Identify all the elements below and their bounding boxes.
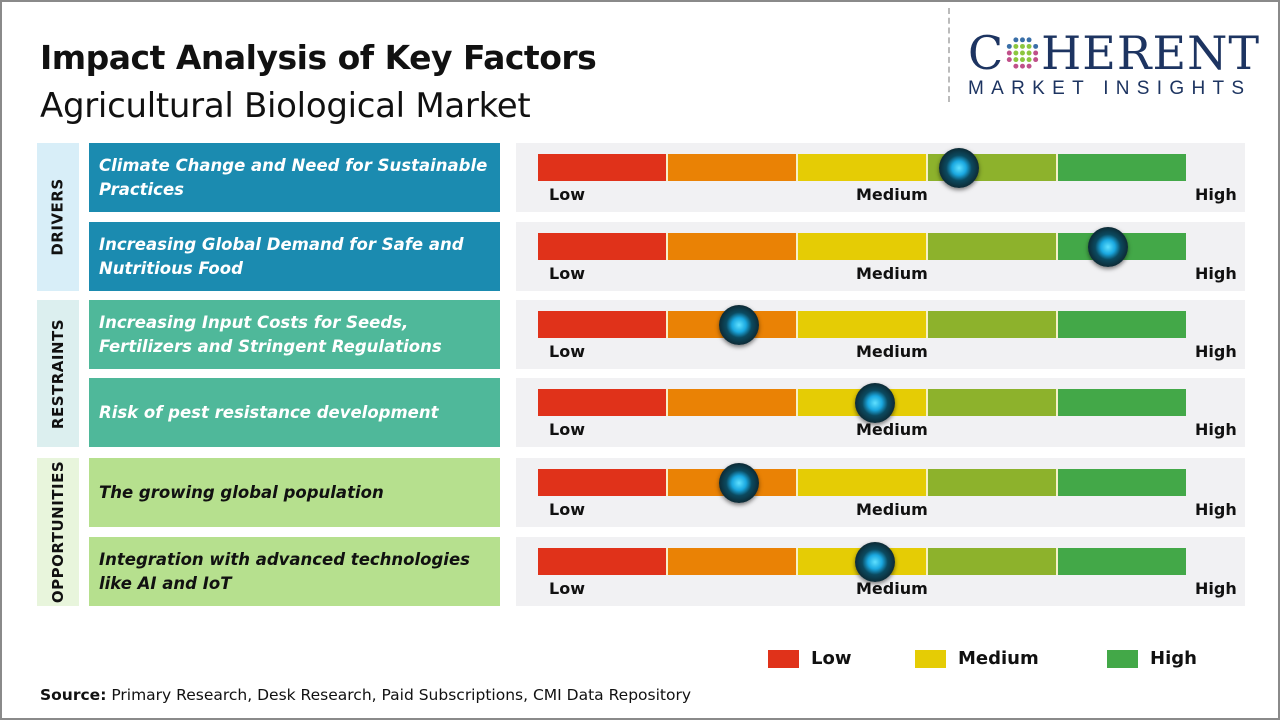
gauge-segment xyxy=(538,154,668,181)
gauge-segment xyxy=(538,233,668,260)
gauge-segment xyxy=(668,389,798,416)
factor-box: Integration with advanced technologies l… xyxy=(89,537,500,606)
category-opportunities: OPPORTUNITIES xyxy=(37,458,79,606)
gauge-segment xyxy=(538,548,668,575)
gauge-indicator-knob xyxy=(1088,227,1129,267)
gauge-indicator-knob xyxy=(854,542,895,582)
gauge-low-label: Low xyxy=(549,420,585,439)
factor-box: Risk of pest resistance development xyxy=(89,378,500,447)
factor-box: Increasing Input Costs for Seeds, Fertil… xyxy=(89,300,500,369)
logo-text: C xyxy=(968,26,1005,80)
gauge-segment xyxy=(928,233,1058,260)
gauge-high-label: High xyxy=(1195,420,1237,439)
gauge-segment xyxy=(928,548,1058,575)
gauge-segment xyxy=(1058,311,1186,338)
source-note: Source: Primary Research, Desk Research,… xyxy=(40,686,691,704)
gauge-low-label: Low xyxy=(549,579,585,598)
gauge-segment xyxy=(798,233,928,260)
page-subtitle: Agricultural Biological Market xyxy=(40,86,531,126)
gauge-segment xyxy=(798,311,928,338)
factor-box: The growing global population xyxy=(89,458,500,527)
gauge-segment xyxy=(928,389,1058,416)
logo-subtext: MARKET INSIGHTS xyxy=(968,78,1252,99)
gauge-medium-label: Medium xyxy=(856,500,928,519)
gauge-segment xyxy=(1058,548,1186,575)
gauge-medium-label: Medium xyxy=(856,579,928,598)
legend-swatch xyxy=(1107,649,1138,668)
gauge-segment xyxy=(668,548,798,575)
gauge-segment xyxy=(1058,154,1186,181)
gauge-indicator-knob xyxy=(939,148,980,188)
page-title: Impact Analysis of Key Factors xyxy=(40,38,597,77)
factor-box: Climate Change and Need for Sustainable … xyxy=(89,143,500,212)
gauge-segment xyxy=(928,469,1058,496)
gauge-high-label: High xyxy=(1195,342,1237,361)
gauge-segment xyxy=(1058,389,1186,416)
logo-text: HERENT xyxy=(1041,26,1260,80)
gauge-segment xyxy=(538,469,668,496)
factor-text: The growing global population xyxy=(99,482,384,502)
gauge-bar xyxy=(538,233,1186,260)
gauge-low-label: Low xyxy=(549,342,585,361)
gauge-segment xyxy=(928,311,1058,338)
logo: C HERENT MARKET INSIGHTS xyxy=(968,30,1260,100)
impact-gauge: Low Medium High xyxy=(516,222,1245,291)
gauge-high-label: High xyxy=(1195,500,1237,519)
factor-text: Increasing Global Demand for Safe and Nu… xyxy=(99,234,464,278)
factor-box: Increasing Global Demand for Safe and Nu… xyxy=(89,222,500,291)
gauge-high-label: High xyxy=(1195,579,1237,598)
gauge-bar xyxy=(538,389,1186,416)
impact-gauge: Low Medium High xyxy=(516,537,1245,606)
gauge-indicator-knob xyxy=(718,305,759,345)
globe-icon xyxy=(1007,37,1039,69)
gauge-medium-label: Medium xyxy=(856,185,928,204)
gauge-high-label: High xyxy=(1195,185,1237,204)
gauge-segment xyxy=(538,311,668,338)
gauge-high-label: High xyxy=(1195,264,1237,283)
category-label: DRIVERS xyxy=(49,178,68,256)
legend-swatch xyxy=(915,649,946,668)
gauge-medium-label: Medium xyxy=(856,420,928,439)
gauge-bar xyxy=(538,548,1186,575)
factor-text: Climate Change and Need for Sustainable … xyxy=(99,155,488,199)
category-label: RESTRAINTS xyxy=(49,318,68,429)
gauge-segment xyxy=(538,389,668,416)
legend-item-low: Low xyxy=(768,648,851,669)
gauge-segment xyxy=(798,469,928,496)
legend-item-medium: Medium xyxy=(915,648,1039,669)
gauge-indicator-knob xyxy=(718,463,759,503)
legend-item-high: High xyxy=(1107,648,1197,669)
factor-text: Increasing Input Costs for Seeds, Fertil… xyxy=(99,312,442,356)
factor-text: Integration with advanced technologies l… xyxy=(99,549,470,593)
gauge-segment xyxy=(668,233,798,260)
legend-label: Medium xyxy=(958,648,1039,669)
impact-gauge: Low Medium High xyxy=(516,300,1245,369)
factor-text: Risk of pest resistance development xyxy=(99,402,439,422)
legend-label: Low xyxy=(811,648,852,669)
gauge-indicator-knob xyxy=(854,383,895,423)
gauge-bar xyxy=(538,469,1186,496)
category-drivers: DRIVERS xyxy=(37,143,79,291)
gauge-bar xyxy=(538,311,1186,338)
gauge-low-label: Low xyxy=(549,500,585,519)
source-label: Source: xyxy=(40,686,107,704)
source-text: Primary Research, Desk Research, Paid Su… xyxy=(106,686,692,704)
gauge-low-label: Low xyxy=(549,185,585,204)
impact-gauge: Low Medium High xyxy=(516,143,1245,212)
impact-gauge: Low Medium High xyxy=(516,378,1245,447)
legend-label: High xyxy=(1150,648,1197,669)
gauge-segment xyxy=(1058,469,1186,496)
gauge-medium-label: Medium xyxy=(856,264,928,283)
gauge-segment xyxy=(668,154,798,181)
gauge-bar xyxy=(538,154,1186,181)
category-restraints: RESTRAINTS xyxy=(37,300,79,447)
divider xyxy=(948,8,950,102)
gauge-segment xyxy=(798,154,928,181)
category-label: OPPORTUNITIES xyxy=(49,460,67,604)
legend-swatch xyxy=(768,649,799,668)
impact-gauge: Low Medium High xyxy=(516,458,1245,527)
gauge-low-label: Low xyxy=(549,264,585,283)
gauge-medium-label: Medium xyxy=(856,342,928,361)
